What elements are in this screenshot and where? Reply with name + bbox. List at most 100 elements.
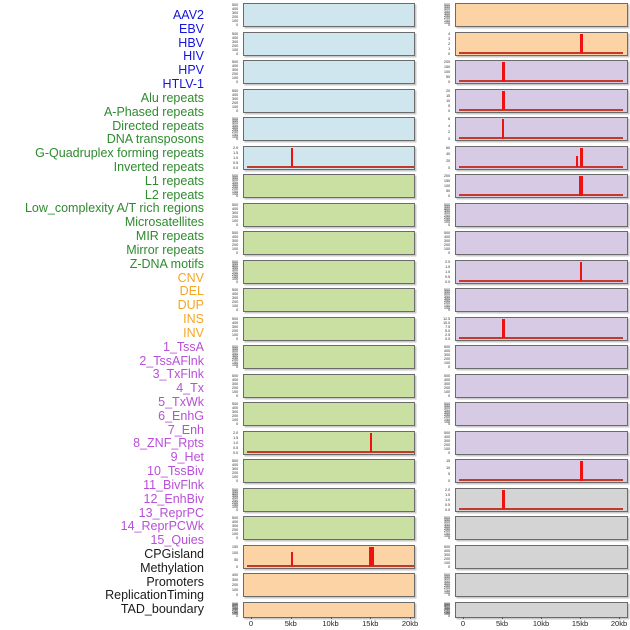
signal-spike bbox=[369, 546, 374, 566]
y-tick-label: 0 bbox=[235, 278, 238, 284]
y-tick-label: 100 bbox=[443, 246, 450, 251]
track-panel-right-22 bbox=[455, 601, 628, 618]
y-tick-label: 350 bbox=[231, 493, 238, 499]
y-axis-ticks: 500 400 300 200 100 0 bbox=[213, 31, 241, 56]
y-tick-label: 250 bbox=[443, 526, 450, 532]
feature-label-hpv: HPV bbox=[178, 63, 204, 78]
feature-label-inverted-repeats: Inverted repeats bbox=[113, 160, 204, 175]
signal-spike bbox=[501, 489, 505, 509]
y-tick-label: 500 bbox=[443, 201, 450, 207]
y-tick-label: 0 bbox=[235, 250, 238, 255]
y-axis-ticks: 500 400 300 200 100 0 bbox=[213, 315, 241, 341]
feature-label-l2-repeats: L2 repeats bbox=[144, 187, 204, 202]
track-panel-right-9 bbox=[455, 231, 628, 255]
y-tick-label: 0 bbox=[447, 79, 450, 84]
y-tick-label: 1.0 bbox=[233, 154, 238, 160]
feature-label-14-reprpcwk: 14_ReprPCWk bbox=[120, 519, 204, 534]
y-tick-label: 300 bbox=[231, 238, 238, 243]
y-tick-label: 1.5 bbox=[445, 263, 450, 269]
y-tick-label: 500 bbox=[443, 344, 450, 349]
y-tick-label: 500 bbox=[231, 116, 238, 121]
y-tick-label: 0 bbox=[235, 478, 238, 483]
feature-label-7-enh: 7_Enh bbox=[167, 422, 204, 437]
y-tick-label: 350 bbox=[443, 208, 450, 214]
signal-baseline bbox=[459, 479, 623, 481]
y-tick-label: 100 bbox=[231, 190, 238, 196]
y-tick-label: 2.0 bbox=[445, 486, 450, 492]
y-tick-label: 100 bbox=[231, 388, 238, 394]
y-tick-label: 400 bbox=[443, 205, 450, 211]
x-tick-label: 10kb bbox=[322, 619, 339, 628]
y-tick-label: 200 bbox=[231, 99, 238, 105]
track-panel-right-2 bbox=[455, 31, 628, 56]
track-panel-left-19 bbox=[243, 516, 415, 540]
signal-baseline bbox=[459, 336, 623, 339]
y-axis-ticks: 20 15 10 5 0 bbox=[425, 88, 453, 113]
y-tick-label: 200 bbox=[443, 15, 450, 21]
y-tick-label: 400 bbox=[443, 603, 450, 609]
track-panel-left-22 bbox=[243, 601, 415, 618]
signal-baseline bbox=[459, 108, 623, 111]
y-axis-ticks: 400 300 200 100 0 bbox=[213, 573, 241, 597]
y-tick-label: 100 bbox=[231, 417, 238, 422]
y-tick-label: 3 bbox=[447, 35, 450, 41]
track-panel-left-7 bbox=[243, 174, 415, 198]
y-axis-ticks: 500 400 300 200 100 0 bbox=[213, 288, 241, 312]
y-tick-label: 150 bbox=[231, 131, 238, 137]
y-tick-label: 0 bbox=[235, 79, 238, 84]
y-tick-label: 0 bbox=[235, 421, 238, 426]
y-axis-ticks: 2.0 1.5 1.0 0.5 0.0 bbox=[213, 145, 241, 170]
track-panel-left-9 bbox=[243, 231, 415, 255]
y-axis-ticks: 500 400 300 200 100 0 bbox=[213, 372, 241, 398]
feature-label-3-txflnk: 3_TxFlnk bbox=[152, 367, 204, 382]
y-tick-label: 200 bbox=[231, 271, 238, 277]
y-tick-label: 0 bbox=[447, 193, 450, 198]
y-tick-label: 1.0 bbox=[233, 439, 238, 445]
x-tick-mark bbox=[463, 616, 464, 619]
y-tick-label: 300 bbox=[443, 380, 450, 386]
y-tick-label: 400 bbox=[231, 34, 238, 40]
track-panel-left-18 bbox=[243, 487, 415, 512]
y-tick-label: 2.5 bbox=[445, 331, 450, 337]
y-tick-label: 100 bbox=[443, 19, 450, 25]
y-tick-label: 100 bbox=[231, 103, 238, 109]
y-tick-label: 100 bbox=[231, 361, 238, 367]
y-tick-label: 400 bbox=[231, 6, 238, 11]
y-tick-label: 0 bbox=[447, 50, 450, 56]
y-tick-label: 500 bbox=[231, 315, 238, 321]
signal-baseline bbox=[247, 564, 414, 567]
y-tick-label: 100 bbox=[231, 504, 238, 510]
y-tick-label: 200 bbox=[231, 357, 238, 363]
y-tick-label: 200 bbox=[231, 327, 238, 333]
y-tick-label: 0 bbox=[447, 612, 450, 618]
x-tick-label: 5kb bbox=[495, 619, 509, 628]
y-tick-label: 450 bbox=[443, 574, 450, 580]
y-tick-label: 400 bbox=[231, 262, 238, 268]
track-panel-right-14 bbox=[455, 373, 628, 398]
y-tick-label: 350 bbox=[231, 122, 238, 128]
y-tick-label: 200 bbox=[231, 299, 238, 304]
feature-label-aav2: AAV2 bbox=[172, 8, 204, 22]
y-tick-label: 200 bbox=[443, 356, 450, 361]
y-tick-label: 250 bbox=[231, 607, 238, 613]
y-tick-label: 250 bbox=[231, 184, 238, 190]
y-tick-label: 450 bbox=[231, 488, 238, 494]
y-tick-label: 10 bbox=[445, 464, 450, 470]
track-panel-left-3 bbox=[243, 60, 415, 84]
y-tick-label: 7.5 bbox=[445, 323, 450, 329]
track-panel-right-16 bbox=[455, 430, 628, 455]
feature-label-z-dna-motifs: Z-DNA motifs bbox=[129, 256, 204, 271]
y-axis-ticks: 15 10 5 0 bbox=[425, 459, 453, 483]
y-tick-label: 500 bbox=[443, 572, 450, 577]
x-tick-mark bbox=[541, 616, 542, 619]
y-tick-label: 400 bbox=[443, 405, 450, 411]
y-tick-label: 400 bbox=[231, 405, 238, 410]
y-tick-label: 0 bbox=[447, 364, 450, 369]
y-tick-label: 250 bbox=[443, 13, 450, 19]
y-tick-label: 200 bbox=[443, 214, 450, 220]
y-tick-label: 500 bbox=[231, 372, 238, 378]
feature-label-l1-repeats: L1 repeats bbox=[144, 173, 204, 188]
y-tick-label: 150 bbox=[231, 274, 238, 280]
y-tick-label: 150 bbox=[231, 502, 238, 508]
